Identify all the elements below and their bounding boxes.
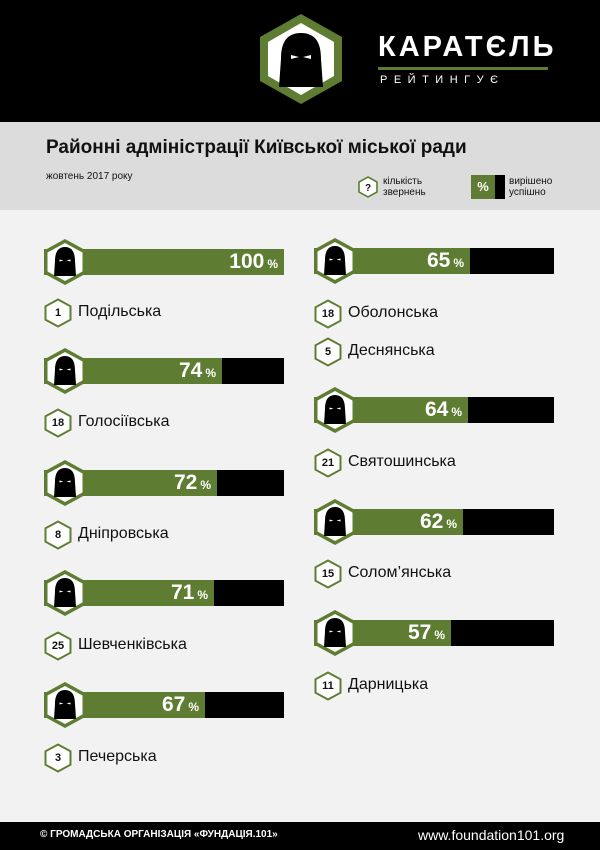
brand-divider: [378, 67, 548, 70]
bar-value-label: 72%: [44, 470, 211, 496]
bar-value-percent: %: [451, 405, 462, 419]
count-hex-icon: [44, 298, 72, 328]
footer-copyright: © ГРОМАДСЬКА ОРГАНІЗАЦІЯ «ФУНДАЦІЯ.101»: [40, 829, 278, 840]
bar-value-label: 64%: [314, 397, 462, 423]
request-count: 18: [321, 308, 335, 320]
bar-value-number: 67: [161, 693, 186, 716]
bar-value-percent: %: [200, 478, 211, 492]
count-hex-icon: [314, 671, 342, 701]
district-name: Печерська: [78, 748, 157, 765]
page-subtitle: жовтень 2017 року: [46, 171, 133, 182]
bar-value-percent: %: [205, 366, 216, 380]
bar-value-label: 62%: [314, 509, 457, 535]
hooded-figure-icon: [44, 239, 86, 285]
footer-website[interactable]: www.foundation101.org: [418, 827, 565, 843]
legend-count-hex-icon: ?: [358, 176, 378, 198]
footer-band: [0, 822, 600, 850]
count-hex-icon: [314, 299, 342, 329]
bar-value-label: 67%: [44, 692, 199, 718]
bar-value-percent: %: [434, 628, 445, 642]
bar-value-number: 65: [426, 249, 451, 272]
count-hex-icon: [44, 743, 72, 773]
brand-subtitle: РЕЙТИНГУЄ: [380, 74, 505, 86]
bar-value-label: 65%: [314, 248, 464, 274]
legend-percent-label: вирішено успішно: [509, 176, 553, 198]
hooded-figure-icon: [44, 460, 86, 506]
bar-value-label: 71%: [44, 580, 208, 606]
district-name: Подільська: [78, 303, 162, 320]
bar-value-number: 64: [424, 398, 449, 421]
hooded-figure-icon: [314, 499, 356, 545]
request-count: 15: [321, 568, 335, 580]
district-name: Солом’янська: [348, 564, 452, 581]
bar-value-number: 62: [419, 510, 444, 533]
bar-value-number: 74: [178, 359, 203, 382]
request-count: 18: [51, 417, 65, 429]
bar-value-percent: %: [446, 517, 457, 531]
count-hex-icon: [44, 631, 72, 661]
count-hex-icon: [314, 559, 342, 589]
district-name: Святошинська: [348, 453, 456, 470]
bar-value-percent: %: [267, 257, 278, 271]
hooded-figure-icon: [44, 570, 86, 616]
count-hex-icon: [44, 408, 72, 438]
hooded-figure-icon: [314, 238, 356, 284]
bar-value-label: 100%: [44, 249, 278, 275]
bar-value-label: 57%: [314, 620, 445, 646]
district-name: Дніпровська: [78, 525, 169, 542]
hooded-figure-icon: [314, 610, 356, 656]
bar-value-number: 57: [407, 621, 432, 644]
bar-value-percent: %: [188, 700, 199, 714]
legend-count-symbol: ?: [365, 183, 371, 194]
legend-count-label: кількість звернень: [383, 176, 426, 198]
count-hex-icon: [314, 448, 342, 478]
bar-value-percent: %: [197, 588, 208, 602]
district-name: Деснянська: [348, 342, 435, 359]
legend-percent-symbol: %: [477, 179, 489, 194]
page-title: Районні адміністрації Київської міської …: [46, 137, 467, 158]
request-count: 21: [321, 457, 335, 469]
district-name: Оболонська: [348, 304, 438, 321]
count-hex-icon: [314, 337, 342, 367]
request-count: 8: [54, 529, 62, 541]
district-name: Голосіївська: [78, 413, 170, 430]
district-name: Шевченківська: [78, 636, 187, 653]
bar-value-number: 72: [173, 471, 198, 494]
count-hex-icon: [44, 520, 72, 550]
brand-name: КАРАТЄЛЬ: [378, 31, 557, 63]
hooded-figure-icon: [44, 682, 86, 728]
bar-value-percent: %: [453, 256, 464, 270]
bar-value-label: 74%: [44, 358, 216, 384]
request-count: 1: [54, 307, 62, 319]
bar-value-number: 100: [229, 250, 265, 273]
request-count: 3: [54, 752, 62, 764]
hooded-figure-icon: [44, 348, 86, 394]
legend-percent-fill: [471, 175, 495, 199]
district-name: Дарницька: [348, 676, 429, 693]
request-count: 11: [322, 680, 334, 692]
request-count: 25: [51, 640, 65, 652]
hooded-figure-logo-icon: [260, 14, 342, 104]
request-count: 5: [324, 346, 332, 358]
bar-value-number: 71: [170, 581, 195, 604]
hooded-figure-icon: [314, 387, 356, 433]
